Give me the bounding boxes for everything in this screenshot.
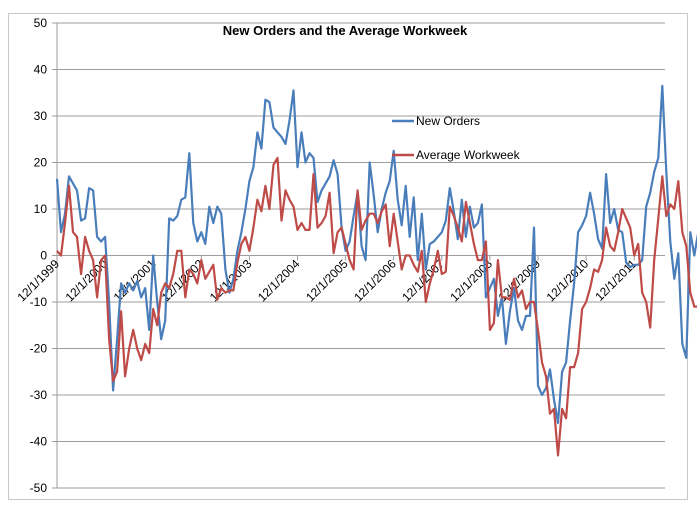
y-tick-label: 40: [34, 63, 48, 77]
x-tick-label: 12/1/2006: [351, 256, 399, 304]
y-tick-label: -10: [30, 295, 48, 309]
y-tick-label: -50: [30, 481, 48, 495]
x-tick-label: 12/1/2011: [592, 256, 639, 303]
x-tick-label: 12/1/2004: [255, 256, 303, 304]
gridlines: [52, 22, 665, 489]
y-tick-label: 10: [34, 202, 48, 216]
series-line-average-workweek: [56, 156, 697, 457]
series-line-new-orders: [55, 84, 697, 424]
y-tick-label: 30: [34, 109, 48, 123]
y-axis-tick-labels: 50 40 30 20 10 0 -10 -20 -30 -40 -50: [30, 16, 48, 495]
y-tick-label: -20: [30, 342, 48, 356]
x-tick-label: 12/1/2005: [303, 256, 351, 304]
y-tick-label: 0: [40, 249, 47, 263]
y-tick-label: 20: [34, 156, 48, 170]
legend-label-new-orders: New Orders: [416, 114, 480, 128]
x-tick-label: 12/1/2010: [544, 256, 592, 304]
y-tick-label: 50: [34, 16, 48, 30]
legend-item-new-orders: New Orders: [392, 114, 480, 128]
legend: New Orders Average Workweek: [392, 114, 521, 162]
legend-item-average-workweek: Average Workweek: [392, 148, 521, 162]
y-tick-label: -40: [30, 435, 48, 449]
data-series: [55, 84, 697, 457]
x-tick-label: 12/1/2000: [63, 256, 111, 304]
legend-label-average-workweek: Average Workweek: [416, 148, 521, 162]
y-tick-label: -30: [30, 388, 48, 402]
chart-title: New Orders and the Average Workweek: [223, 23, 468, 38]
